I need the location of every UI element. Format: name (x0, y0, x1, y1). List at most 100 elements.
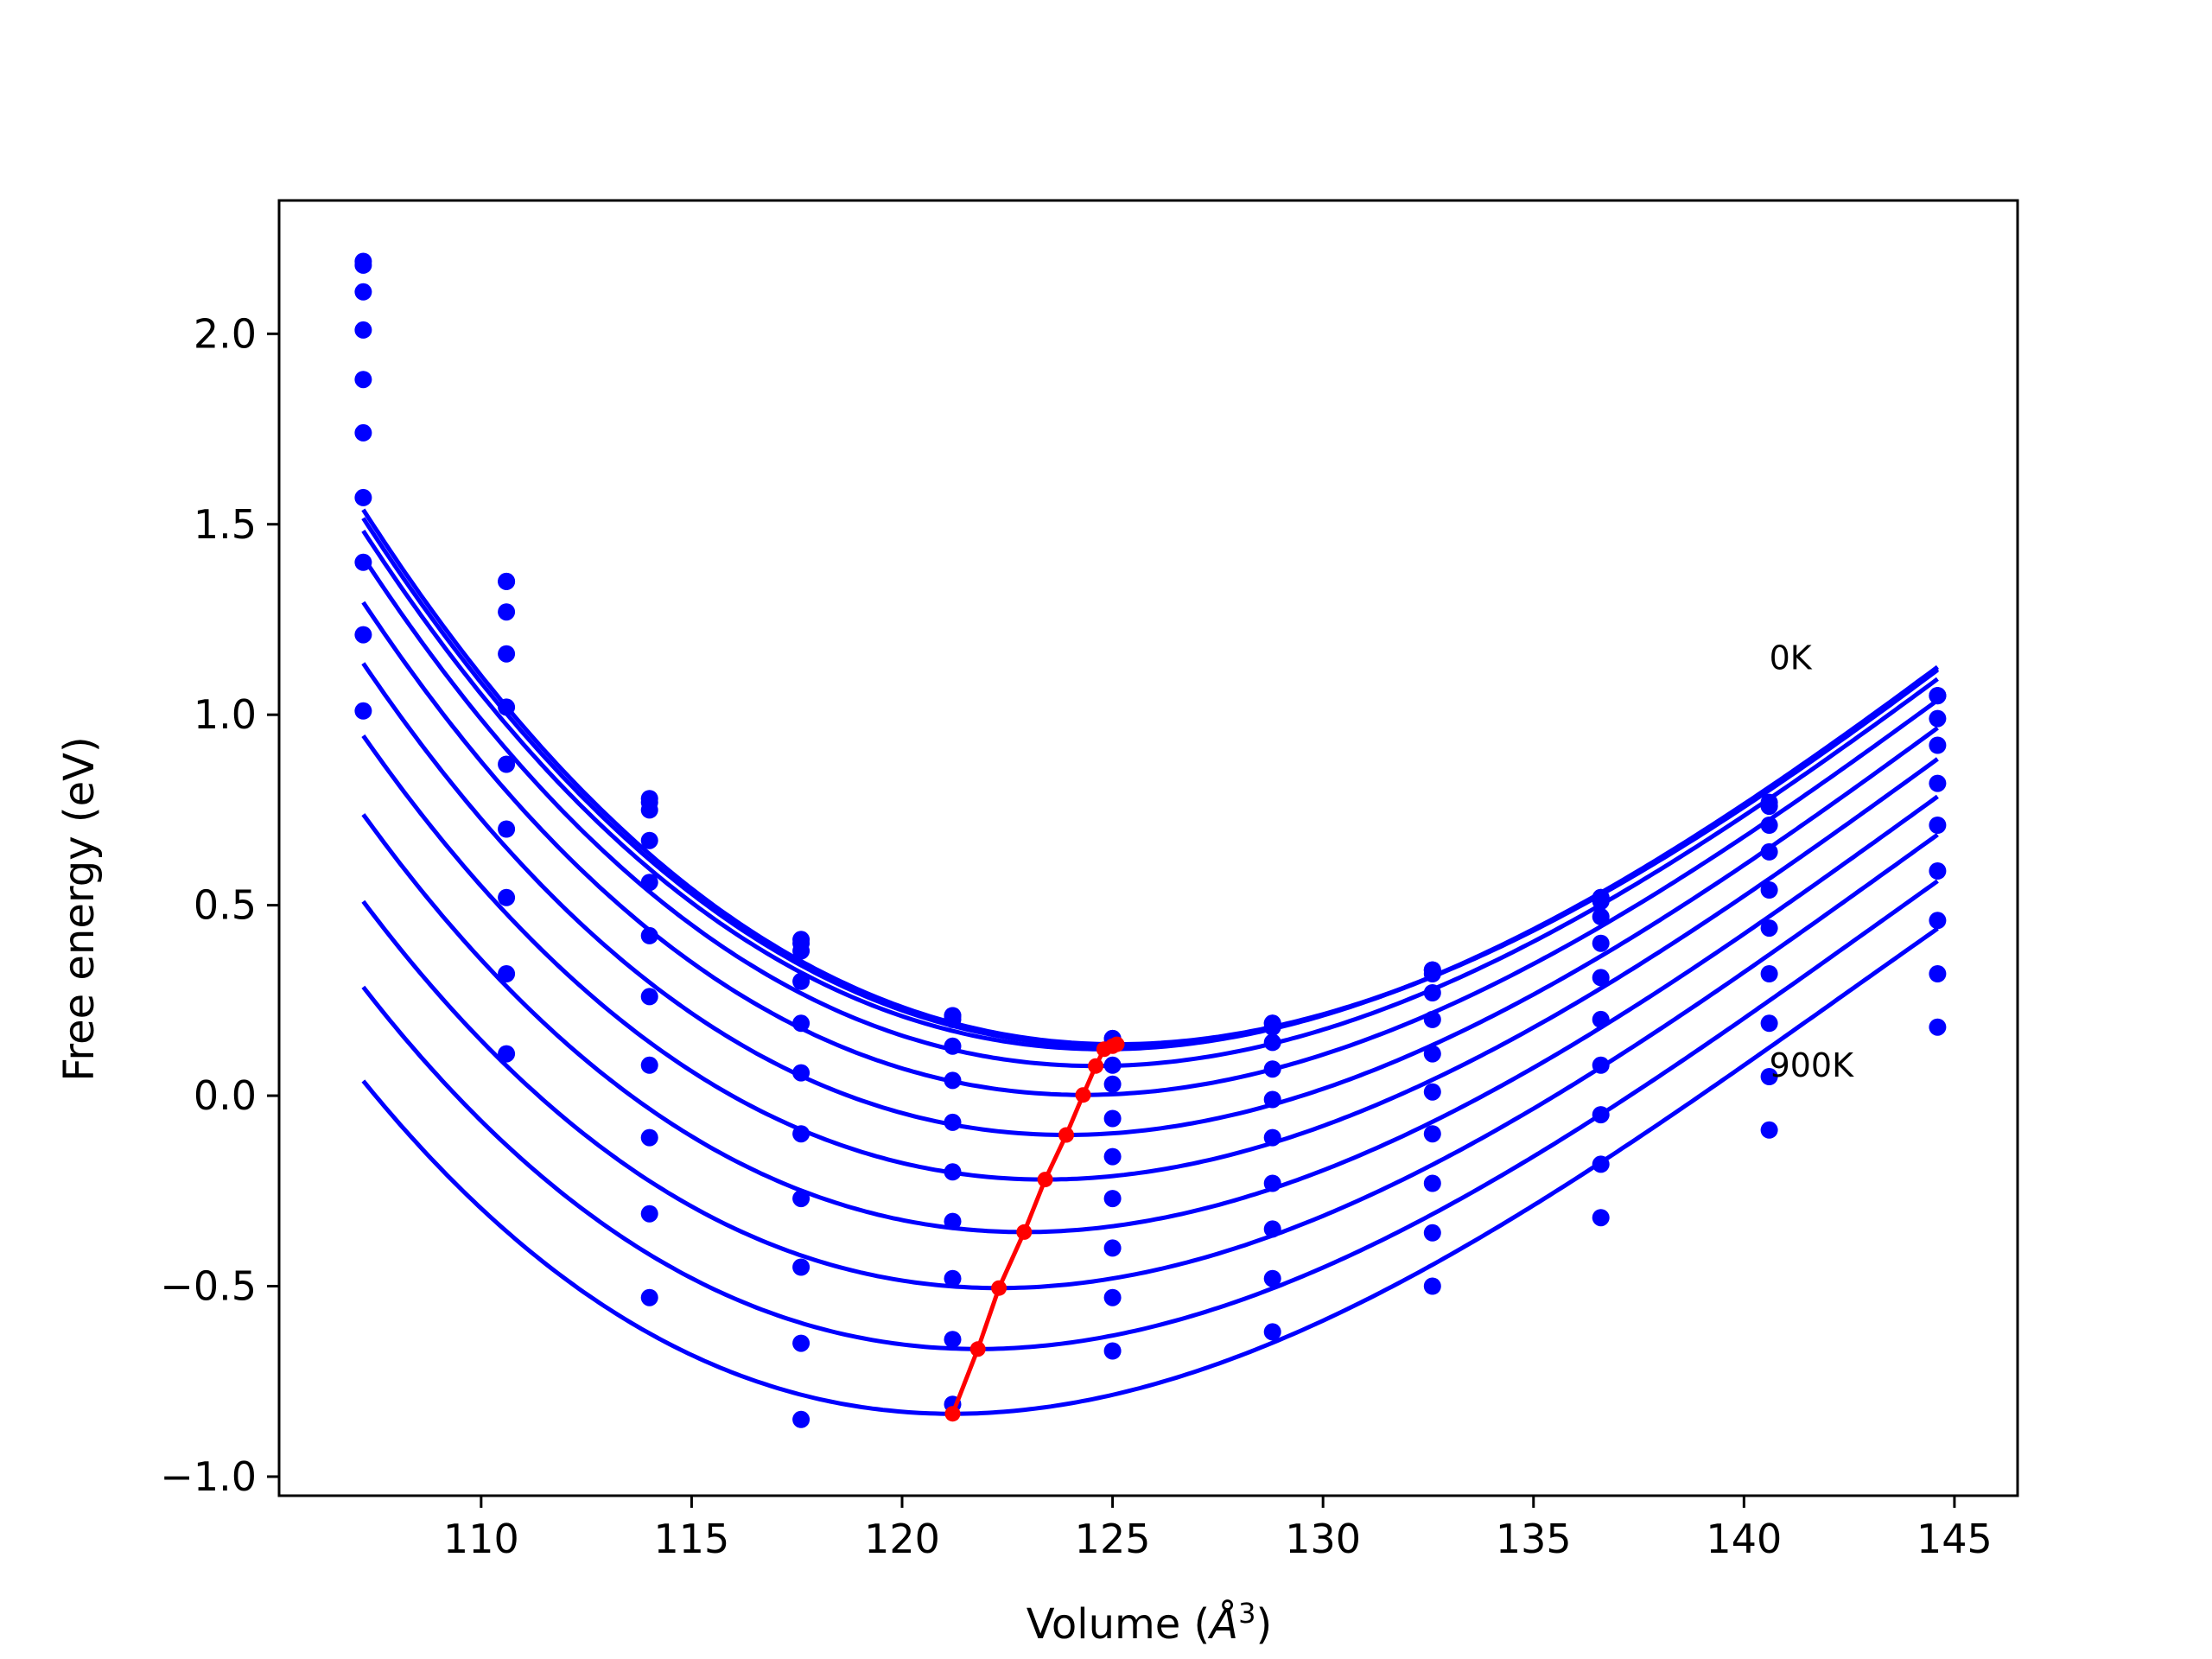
data-point (1103, 1239, 1122, 1257)
x-tick-label: 130 (1285, 1516, 1361, 1562)
data-point (944, 1071, 962, 1090)
x-tick-label: 135 (1496, 1516, 1572, 1562)
data-point (1592, 1209, 1610, 1227)
data-point (1760, 842, 1778, 861)
fit-curve-3 (361, 556, 1939, 1069)
y-axis-ticks: −1.0 −0.5 0.0 0.5 1.0 1.5 2.0 (160, 310, 279, 1500)
data-point (1423, 1010, 1441, 1028)
fit-curve-9 (361, 879, 1939, 1351)
data-point (1592, 907, 1610, 925)
data-point (1760, 817, 1778, 834)
data-point (640, 926, 658, 944)
data-point (1423, 1083, 1441, 1101)
data-point (354, 488, 372, 506)
minimum-point (1016, 1224, 1033, 1240)
data-point (1423, 984, 1441, 1001)
data-point (1592, 1155, 1610, 1173)
annotation-label: 900K (1770, 1046, 1855, 1084)
data-point (354, 423, 372, 442)
x-tick-label: 120 (864, 1516, 940, 1562)
data-point (1103, 1190, 1122, 1208)
data-point (498, 1045, 516, 1063)
x-tick-label: 140 (1706, 1516, 1782, 1562)
x-tick-label: 110 (443, 1516, 519, 1562)
data-point (792, 972, 810, 990)
data-point (1760, 919, 1778, 938)
data-point (1423, 965, 1441, 982)
data-points (354, 252, 1947, 1428)
data-point (1263, 1060, 1281, 1078)
data-point (1423, 1045, 1441, 1063)
data-point (1929, 1018, 1947, 1036)
data-point (944, 1113, 962, 1131)
x-tick-label: 125 (1075, 1516, 1151, 1562)
data-point (1103, 1288, 1122, 1306)
fit-curve-2 (361, 530, 1939, 1052)
annotation-label: 0K (1770, 639, 1813, 677)
data-point (354, 256, 372, 274)
x-axis-label: Volume (Å3) (1027, 1597, 1272, 1649)
data-point (1592, 1056, 1610, 1074)
data-point (1929, 687, 1947, 705)
data-point (1423, 1277, 1441, 1295)
data-point (792, 1410, 810, 1428)
data-point (1760, 1014, 1778, 1033)
data-point (354, 283, 372, 301)
x-tick-label: 115 (654, 1516, 730, 1562)
data-point (498, 820, 516, 838)
data-point (640, 801, 658, 819)
data-point (1103, 1056, 1122, 1074)
data-point (640, 831, 658, 849)
plot-frame (277, 199, 2019, 1497)
data-point (1592, 1106, 1610, 1124)
data-point (1929, 912, 1947, 930)
x-tick-label: 145 (1916, 1516, 1993, 1562)
minimum-point (969, 1341, 986, 1357)
fit-curve-7 (361, 794, 1939, 1235)
data-point (1423, 1224, 1441, 1242)
data-point (354, 371, 372, 389)
data-point (1592, 1010, 1610, 1028)
data-point (1929, 817, 1947, 834)
data-point (792, 942, 810, 960)
data-point (1263, 1269, 1281, 1287)
data-point (944, 1269, 962, 1287)
data-point (1103, 1109, 1122, 1128)
data-point (792, 1064, 810, 1082)
x-axis-ticks: 110 115 120 125 130 135 140 145 (443, 1496, 1993, 1562)
data-point (1263, 1090, 1281, 1109)
data-point (944, 1331, 962, 1349)
data-point (640, 874, 658, 892)
data-point (944, 1010, 962, 1028)
minimum-point (991, 1280, 1007, 1296)
minimum-point (1096, 1041, 1112, 1058)
data-point (1263, 1220, 1281, 1238)
annotations: 0K 900K (1770, 639, 1855, 1084)
minimum-point (1075, 1087, 1091, 1103)
data-point (944, 1163, 962, 1181)
data-point (498, 603, 516, 621)
data-point (1263, 1033, 1281, 1052)
data-point (1423, 1125, 1441, 1143)
data-point (1760, 1068, 1778, 1085)
data-point (640, 988, 658, 1006)
y-axis-label: Free energy (eV) (55, 736, 104, 1081)
data-point (1929, 709, 1947, 728)
data-point (498, 572, 516, 590)
data-point (792, 1334, 810, 1352)
fit-curve-4 (361, 601, 1939, 1097)
data-point (792, 1258, 810, 1276)
data-point (1760, 965, 1778, 982)
y-tick-label: 1.5 (194, 501, 257, 548)
data-point (1103, 1147, 1122, 1166)
data-point (1103, 1075, 1122, 1093)
fit-curve-5 (361, 662, 1939, 1137)
data-point (1592, 893, 1610, 911)
minimum-point (944, 1406, 961, 1422)
data-point (498, 888, 516, 906)
data-point (640, 1288, 658, 1306)
data-point (1263, 1018, 1281, 1036)
data-point (1760, 798, 1778, 815)
